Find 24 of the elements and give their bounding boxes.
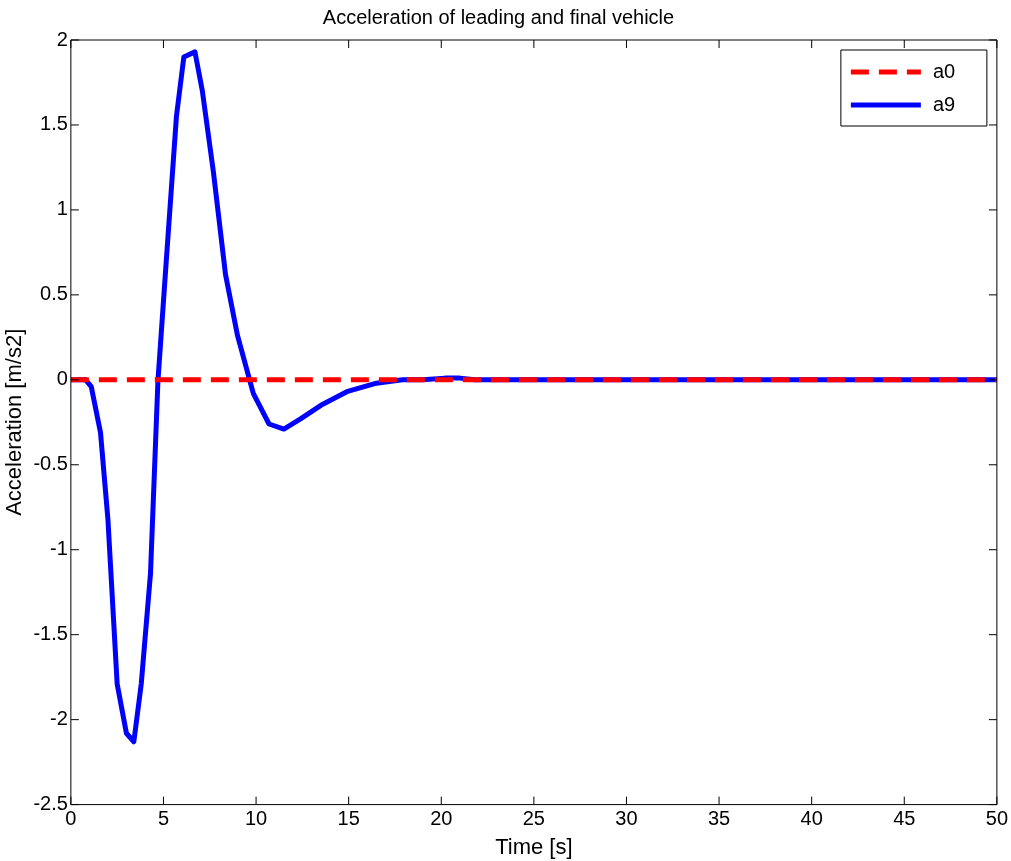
legend-label: a0 <box>932 59 956 82</box>
x-tick-label: 20 <box>430 807 453 830</box>
chart-title: Acceleration of leading and final vehicle <box>322 5 675 28</box>
y-tick-label: -0.5 <box>33 452 68 475</box>
y-tick-label: 1.5 <box>40 112 68 135</box>
legend-label: a9 <box>932 92 956 115</box>
y-tick-label: 1 <box>56 197 68 220</box>
x-tick-label: 10 <box>244 807 268 830</box>
x-tick-label: 40 <box>800 807 823 830</box>
y-tick-label: 2 <box>56 27 68 50</box>
y-tick-label: -1.5 <box>33 622 68 645</box>
x-tick-label: 15 <box>337 807 360 830</box>
y-tick-label: -2 <box>50 707 68 730</box>
x-tick-label: 5 <box>157 807 170 830</box>
x-axis-title: Time [s] <box>495 833 573 859</box>
x-tick-label: 30 <box>615 807 638 830</box>
y-tick-label: 0.5 <box>40 282 68 305</box>
x-tick-label: 45 <box>893 807 916 830</box>
x-tick-label: 25 <box>522 807 545 830</box>
y-axis-title: Acceleration [m/s2] <box>1 328 27 516</box>
y-tick-label: -1 <box>50 537 68 560</box>
x-tick-label: 35 <box>707 807 731 830</box>
y-tick-label: 0 <box>56 367 68 390</box>
x-tick-label: 50 <box>985 807 1008 830</box>
